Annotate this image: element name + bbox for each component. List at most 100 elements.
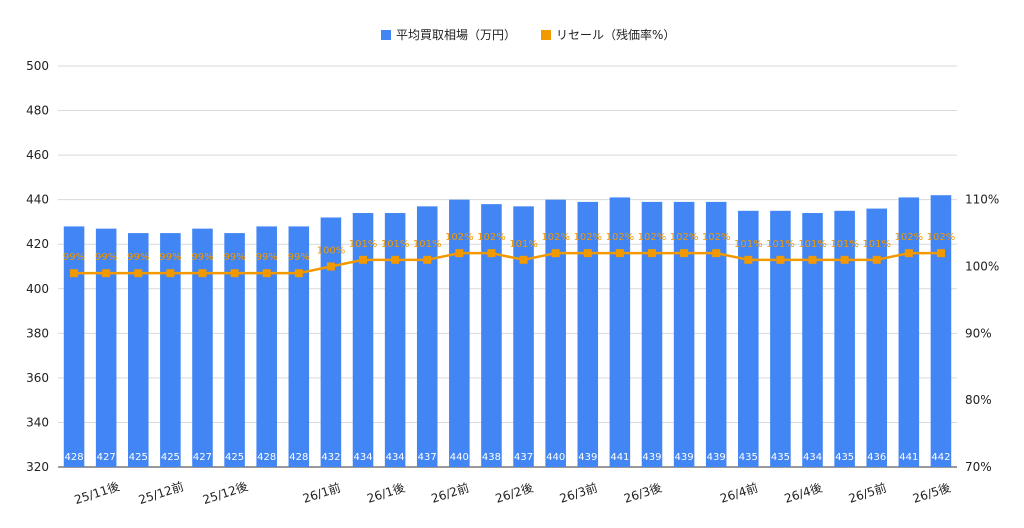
line-point [744,255,753,264]
bar [449,199,470,467]
bar-value-label: 435 [739,452,758,463]
bar [641,201,663,467]
bar [224,233,245,467]
bar-value-label: 435 [835,452,854,463]
bar-labels: 428 427 425 425 427 425 428 428 432 434 434 437 440 4… [65,452,951,463]
line-point [455,249,464,258]
bar-value-label: 434 [803,452,822,463]
bar [705,201,727,467]
line-point [166,269,175,278]
bar-value-label: 425 [129,452,148,463]
line-point [102,269,111,278]
bar [127,233,149,467]
bar-value-label: 428 [65,452,84,463]
line-point [134,269,143,278]
left-tick-label: 420 [26,237,49,251]
line-point [326,262,335,271]
left-tick-label: 480 [26,104,49,118]
line-point [808,255,817,264]
bar-value-label: 435 [771,452,790,463]
bar-value-label: 439 [578,452,597,463]
bar [384,213,406,467]
line-labels: 99% 99% 99% 99% 99% 99% 99% 99%100%101% 101% 101%… [63,232,955,263]
line-point [904,249,913,258]
line-value-label: 100% [317,246,346,257]
line-point [423,255,432,264]
line-value-label: 101% [734,239,763,250]
line-value-label: 102% [541,232,570,243]
bar-value-label: 439 [642,452,661,463]
bar [577,201,599,467]
bar [609,197,631,467]
bar [160,233,181,467]
line-value-label: 101% [862,239,891,250]
x-tick-label: 25/12後 [201,479,250,507]
bar-value-label: 427 [193,452,212,463]
line-value-label: 102% [638,232,667,243]
bar [513,206,534,467]
bar-value-label: 425 [225,452,244,463]
line-point [262,269,271,278]
line-point [680,249,689,258]
legend: 平均買取相場（万円） リセール（残価率%） [381,27,675,42]
bar-value-label: 428 [257,452,276,463]
bar [481,204,502,467]
line-value-label: 101% [766,239,795,250]
bar-value-label: 440 [546,452,565,463]
line-point [230,269,239,278]
line-value-label: 99% [256,252,278,263]
line-point [70,269,79,278]
line-value-label: 102% [927,232,956,243]
line-value-label: 99% [127,252,149,263]
right-tick-label: 110% [965,193,999,207]
x-tick-label: 26/4後 [783,481,824,506]
x-tick-label: 26/4前 [718,480,760,506]
bar-value-label: 436 [867,452,886,463]
bar [898,197,920,467]
bar [866,208,888,468]
bar [256,226,277,467]
x-tick-label: 26/3後 [622,481,663,506]
line-path [74,251,941,275]
line-value-label: 99% [159,252,181,263]
bar-value-label: 434 [353,452,372,463]
line-value-label: 102% [445,232,474,243]
line-point [936,249,945,258]
x-tick-label: 26/1後 [365,481,406,506]
line-value-label: 102% [895,232,924,243]
bar-value-label: 427 [97,452,116,463]
line-point [840,255,849,264]
bar [545,199,566,467]
legend-label-line: リセール（残価率%） [556,27,675,42]
line-point [776,255,785,264]
bar-series [63,195,952,468]
bar [320,217,342,467]
left-tick-label: 380 [26,326,49,340]
x-tick-label: 26/1前 [301,480,343,506]
line-value-label: 101% [413,239,442,250]
bar [192,228,213,467]
bar-value-label: 440 [450,452,469,463]
left-tick-label: 320 [26,460,49,474]
line-point [487,249,496,258]
bar-value-label: 425 [161,452,180,463]
line-point [198,269,207,278]
line-point [294,269,303,278]
line-point [359,255,368,264]
line-point [712,249,721,258]
x-tick-label: 26/2後 [494,481,535,506]
line-value-label: 99% [191,252,213,263]
bar [770,210,791,468]
right-tick-label: 100% [965,260,999,274]
line-value-label: 99% [223,252,245,263]
bar [95,228,117,467]
line-value-label: 101% [830,239,859,250]
line-value-label: 99% [95,252,117,263]
x-tick-label: 26/3前 [558,480,600,506]
line-value-label: 102% [477,232,506,243]
left-tick-label: 500 [26,59,49,73]
bar [352,213,374,467]
left-tick-label: 440 [26,193,49,207]
bar-value-label: 439 [707,452,726,463]
